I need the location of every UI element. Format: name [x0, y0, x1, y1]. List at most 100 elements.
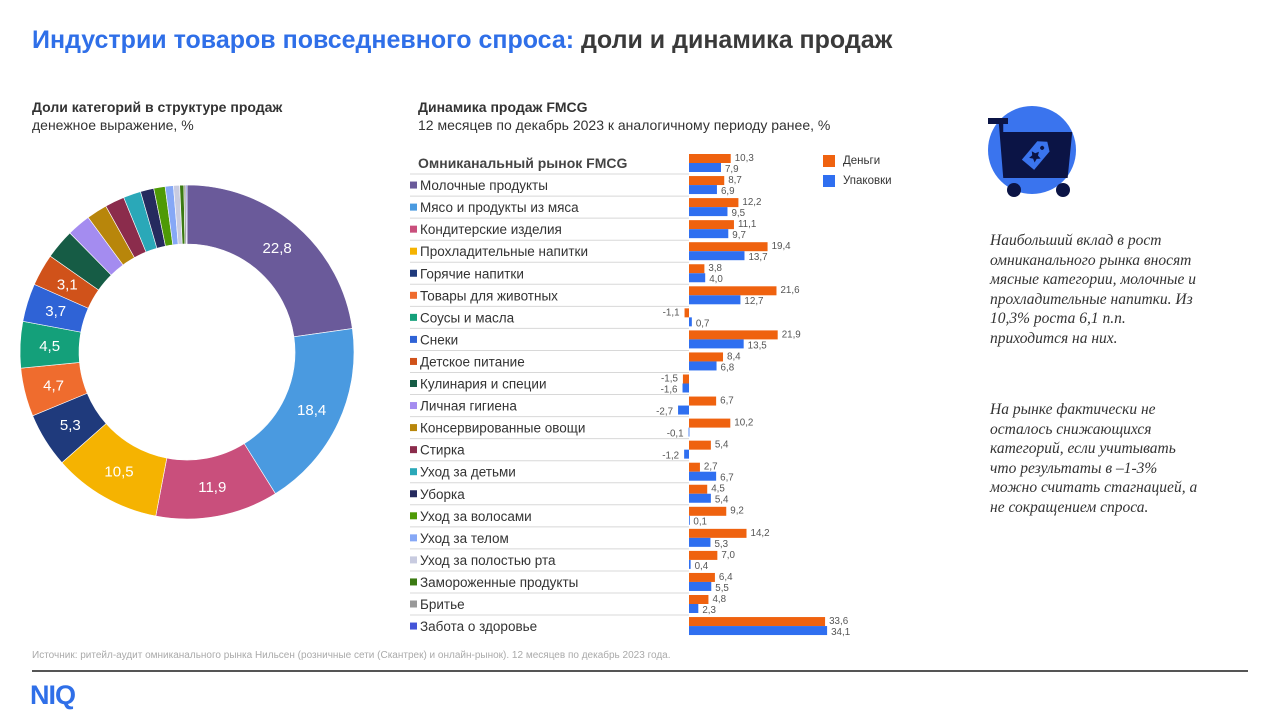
donut-slice-label: 3,1: [57, 276, 78, 293]
bar-label-packs: -1,2: [662, 451, 679, 462]
category-label: Бритье: [420, 597, 465, 612]
bar-label-packs: 6,7: [720, 473, 734, 484]
category-swatch: [410, 490, 417, 498]
bar-label-money: 10,2: [734, 418, 753, 429]
bar-label-money: 21,6: [780, 285, 800, 296]
bar-money: [689, 242, 768, 252]
bar-label-packs: 0,4: [695, 561, 709, 572]
bar-title: Динамика продаж FMCG: [418, 99, 588, 115]
bar-money: [689, 198, 739, 208]
bar-packs: [689, 295, 741, 305]
niq-logo: NIQ: [30, 680, 76, 710]
bar-packs: [689, 493, 711, 503]
bar-packs: [689, 581, 712, 591]
bar-label-money: 12,2: [742, 197, 761, 208]
bar-money: [689, 617, 826, 627]
bar-label-packs: 6,8: [721, 362, 735, 373]
category-label: Уход за детьми: [420, 465, 516, 480]
bar-money: [689, 220, 734, 230]
legend-swatch-money: [823, 155, 835, 167]
category-label: Личная гигиена: [420, 399, 517, 414]
bar-money: [689, 154, 731, 163]
bar-packs: [678, 405, 689, 415]
bar-money: [689, 330, 778, 340]
bar-packs: [689, 251, 745, 261]
title-rest: доли и динамика продаж: [574, 26, 893, 54]
category-label: Стирка: [420, 443, 465, 458]
category-label: Товары для животных: [420, 288, 558, 303]
bar-money: [689, 352, 724, 362]
bar-packs: [689, 515, 690, 525]
bar-packs: [684, 449, 689, 459]
category-swatch: [410, 534, 417, 542]
category-swatch: [410, 335, 417, 343]
category-label: Замороженные продукты: [420, 575, 578, 590]
category-swatch: [410, 225, 417, 233]
commentary-1: Наибольший вклад в рост омниканального р…: [990, 232, 1197, 347]
bar-label-packs: 4,0: [709, 274, 723, 285]
category-label: Соусы и масла: [420, 310, 515, 325]
category-swatch: [410, 203, 417, 211]
donut-slice-label: 4,5: [39, 338, 60, 355]
bar-label-packs: 5,4: [715, 495, 729, 506]
bar-packs: [689, 163, 721, 172]
bar-packs: [689, 604, 699, 613]
bar-label-money: -1,1: [663, 307, 680, 318]
bar-packs: [689, 317, 692, 327]
bar-money: [689, 286, 777, 296]
category-swatch: [410, 446, 417, 454]
bar-label-money: 6,7: [720, 395, 734, 406]
category-label: Забота о здоровье: [420, 619, 537, 634]
bar-label-packs: 13,5: [748, 340, 768, 351]
bar-money: [689, 595, 709, 604]
bar-money: [689, 550, 718, 560]
bar-label-packs: 0,1: [693, 517, 707, 528]
bar-label-money: 9,2: [730, 506, 744, 517]
bar-label-money: 2,7: [704, 462, 718, 473]
category-label: Горячие напитки: [420, 266, 524, 281]
donut-slice-label: 10,5: [104, 464, 133, 481]
category-swatch: [410, 247, 417, 255]
category-swatch: [410, 600, 417, 608]
bar-label-packs: 12,7: [744, 296, 763, 307]
category-label: Снеки: [420, 332, 458, 347]
shopping-cart-tag-icon: [988, 106, 1076, 197]
bar-label-money: 19,4: [772, 241, 792, 252]
legend-label-packs: Упаковки: [843, 175, 892, 187]
donut-slice-label: 5,3: [60, 417, 81, 434]
bar-label-packs: 9,7: [732, 230, 746, 241]
bar-label-packs: -1,6: [661, 384, 678, 395]
category-label: Детское питание: [420, 354, 525, 369]
bar-money: [689, 484, 708, 494]
page-title: Индустрии товаров повседневного спроса: …: [32, 26, 892, 55]
category-label: Консервированные овощи: [420, 421, 585, 436]
bar-label-money: 8,4: [727, 351, 741, 362]
donut-slice: [185, 184, 188, 245]
donut-slice-label: 4,7: [43, 377, 64, 394]
category-label: Уход за волосами: [420, 509, 532, 524]
bar-packs: [689, 471, 717, 481]
donut-title: Доли категорий в структуре продаж: [32, 99, 283, 115]
donut-slice-label: 3,7: [45, 303, 66, 320]
legend-swatch-packs: [823, 175, 835, 187]
bar-label-money: 8,7: [728, 175, 742, 186]
category-swatch: [410, 402, 417, 410]
bar-label-money: 11,1: [738, 219, 756, 230]
bar-money: [689, 572, 715, 582]
category-swatch: [410, 512, 417, 520]
bar-label-packs: -0,1: [667, 429, 684, 440]
category-swatch: [410, 269, 417, 277]
bar-packs: [682, 383, 689, 393]
legend-label-money: Деньги: [843, 155, 881, 167]
bar-label-money: 7,0: [721, 550, 735, 561]
bar-money: [684, 308, 689, 318]
bar-packs: [689, 207, 728, 217]
bar-label-money: 4,8: [712, 594, 726, 605]
bar-label-packs: 13,7: [748, 252, 767, 263]
donut-slice-label: 22,8: [263, 240, 292, 257]
category-label: Кулинария и специи: [420, 377, 546, 392]
bar-money: [682, 374, 689, 384]
bar-label-money: 21,9: [782, 329, 801, 340]
bar-label-packs: 34,1: [831, 627, 850, 638]
category-label: Уход за полостью рта: [420, 553, 556, 568]
